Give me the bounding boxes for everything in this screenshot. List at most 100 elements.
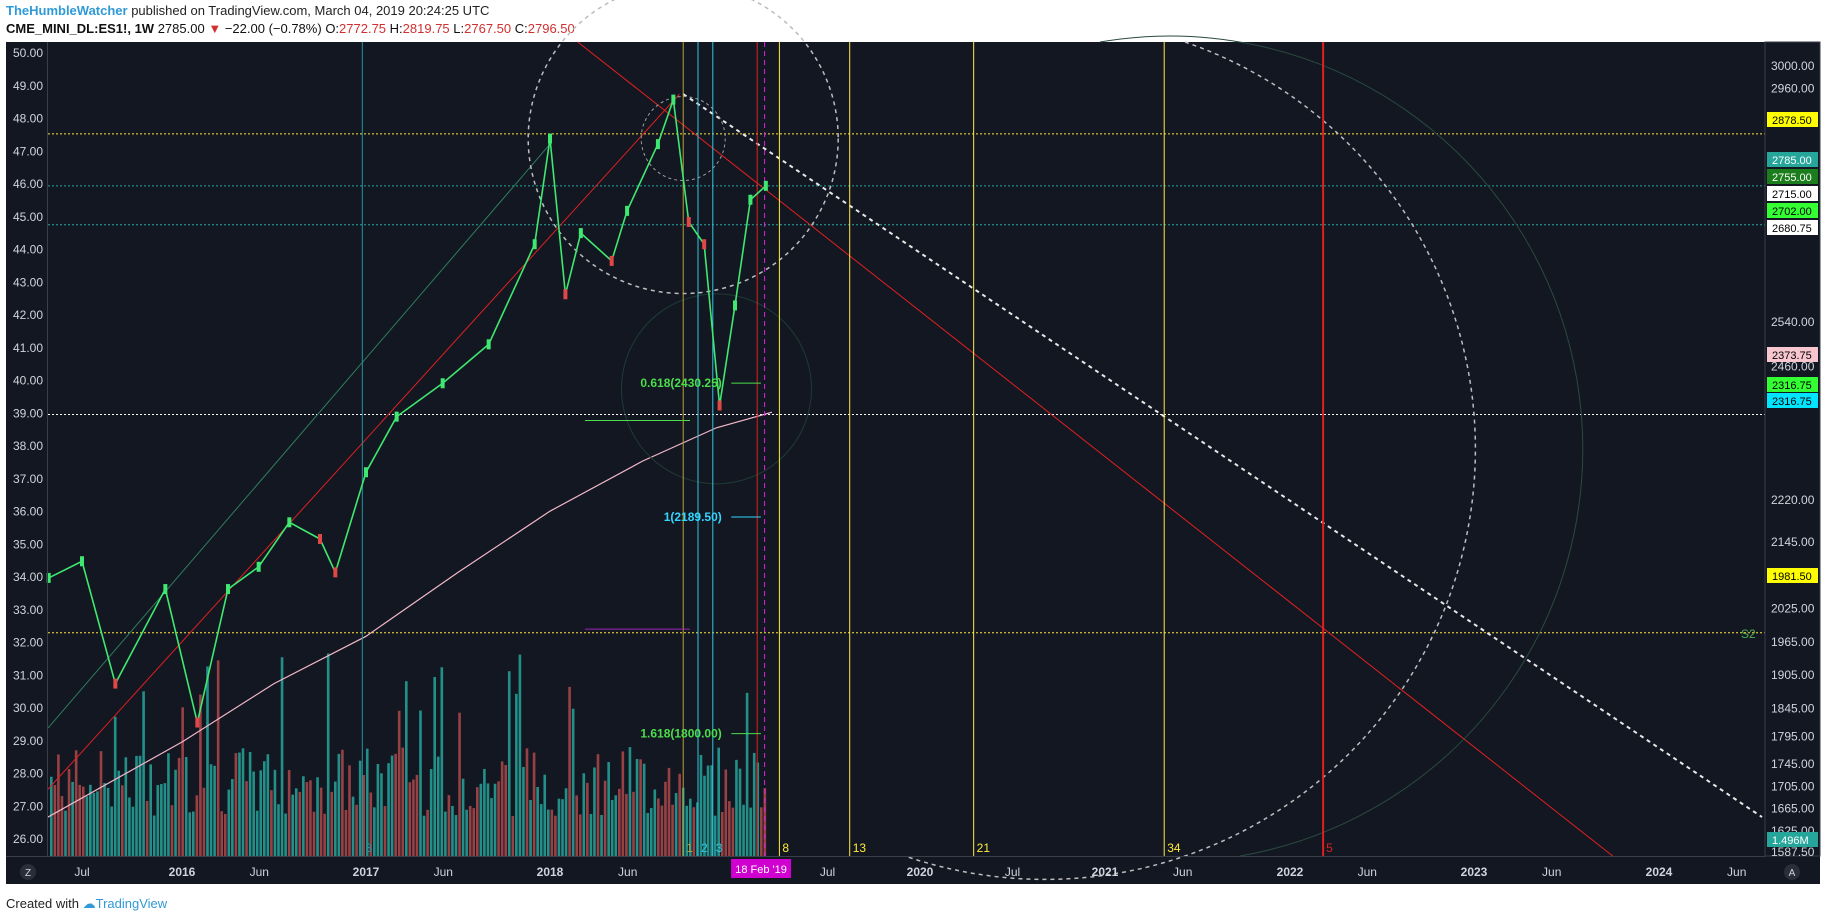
time-tick-label: 2021 <box>1092 865 1119 879</box>
volume-bar <box>53 784 57 856</box>
volume-bar <box>106 787 110 856</box>
volume-bar <box>92 792 96 856</box>
price-line <box>48 99 767 723</box>
volume-bar <box>728 801 731 856</box>
volume-bar <box>358 760 362 856</box>
right-tick-label: 1665.00 <box>1771 802 1815 816</box>
right-tick-label: 2025.00 <box>1771 602 1815 616</box>
volume-bar <box>351 796 355 856</box>
volume-bar <box>536 787 539 856</box>
volume-bar <box>223 813 227 856</box>
volume-bar <box>500 761 504 856</box>
created-with-text: Created with <box>6 896 79 911</box>
volume-bar <box>405 681 408 856</box>
volume-bar <box>436 756 440 856</box>
right-tick-label: 1905.00 <box>1771 668 1815 682</box>
volume-bar <box>610 799 614 856</box>
volume-bar <box>99 751 103 856</box>
volume-bar <box>284 813 287 856</box>
volume-bar <box>493 783 497 856</box>
right-tick-label: 2220.00 <box>1771 493 1815 507</box>
volume-bar <box>71 781 74 856</box>
price-candle <box>609 255 614 266</box>
volume-bar <box>461 778 465 856</box>
time-cycle-label: 13 <box>853 841 867 855</box>
volume-bar <box>568 686 571 856</box>
symbol-name[interactable]: CME_MINI_DL:ES1!, 1W <box>6 21 155 36</box>
volume-bar <box>447 795 451 856</box>
volume-bar <box>241 748 245 856</box>
volume-bar <box>192 811 195 856</box>
volume-bar <box>266 754 270 856</box>
volume-bar <box>614 795 618 856</box>
volume-bar <box>81 786 85 856</box>
volume-bar <box>422 815 426 856</box>
publish-text: published on TradingView.com, March 04, … <box>127 3 490 18</box>
volume-bar <box>710 765 713 856</box>
volume-bar <box>628 747 632 856</box>
time-tick-label: Jun <box>1542 865 1561 879</box>
volume-bar <box>294 788 298 856</box>
price-series <box>46 94 768 728</box>
left-tick-label: 32.00 <box>13 636 43 650</box>
volume-bar <box>476 787 479 856</box>
time-cycle-label: 2 <box>701 841 708 855</box>
left-tick-label: 35.00 <box>13 537 43 551</box>
volume-bar <box>731 807 735 856</box>
volume-bar <box>110 806 113 856</box>
zoom-button <box>20 864 36 880</box>
high-value: 2819.75 <box>402 21 450 36</box>
right-tick-label: 1795.00 <box>1771 729 1815 743</box>
price-candle <box>256 561 261 572</box>
volume-bar <box>507 671 511 856</box>
volume-bar <box>703 775 706 856</box>
time-cycle-label: 21 <box>977 841 991 855</box>
author-link[interactable]: TheHumbleWatcher <box>6 3 128 18</box>
price-badge-label: 1.496M <box>1772 835 1809 847</box>
time-cycle-label: 34 <box>1167 841 1181 855</box>
volume-bar <box>323 813 326 856</box>
volume-bar <box>390 755 394 856</box>
price-candle <box>226 584 230 595</box>
price-candle <box>548 133 552 144</box>
volume-bar <box>419 710 422 856</box>
volume-bar <box>85 796 89 856</box>
volume-bar <box>252 771 255 856</box>
volume-bar <box>387 763 390 856</box>
price-badge-label: 1981.50 <box>1772 571 1812 583</box>
volume-bar <box>426 809 429 856</box>
volume-bar <box>550 809 554 856</box>
volume-bar <box>699 754 703 856</box>
red-down-trendline <box>577 41 1614 857</box>
symbol-bar: CME_MINI_DL:ES1!, 1W 2785.00 ▼ −22.00 (−… <box>6 21 575 36</box>
volume-bar <box>653 789 657 856</box>
volume-bar <box>181 707 184 856</box>
time-tick-label: 2020 <box>907 865 934 879</box>
volume-bar <box>657 798 660 856</box>
chart-background <box>6 42 1820 884</box>
fib-level-label: 0.618(2430.25) <box>640 376 721 390</box>
time-tick-label: 2017 <box>353 865 380 879</box>
open-label: O: <box>325 21 340 36</box>
left-tick-label: 44.00 <box>13 243 43 257</box>
close-value: 2796.50 <box>527 21 575 36</box>
volume-bar <box>131 806 135 856</box>
auto-scale-button <box>1784 864 1800 880</box>
volume-bar <box>103 783 106 856</box>
tradingview-logo-icon: ☁ <box>82 896 96 911</box>
time-tick-label: Jul <box>74 865 89 879</box>
volume-bar <box>756 762 760 856</box>
left-tick-label: 48.00 <box>13 112 43 126</box>
price-candle <box>318 533 322 544</box>
time-tick-label: Jul <box>820 865 835 879</box>
left-tick-label: 34.00 <box>13 570 43 584</box>
right-tick-label: 2960.00 <box>1771 81 1815 95</box>
volume-bar <box>309 780 312 856</box>
time-tick-label: Jun <box>434 865 453 879</box>
volume-bar <box>348 765 351 856</box>
volume-bar <box>578 814 582 856</box>
tradingview-link[interactable]: TradingView <box>95 896 168 911</box>
fib-arc-large <box>904 41 1477 881</box>
price-change: −22.00 (−0.78%) <box>224 21 322 36</box>
